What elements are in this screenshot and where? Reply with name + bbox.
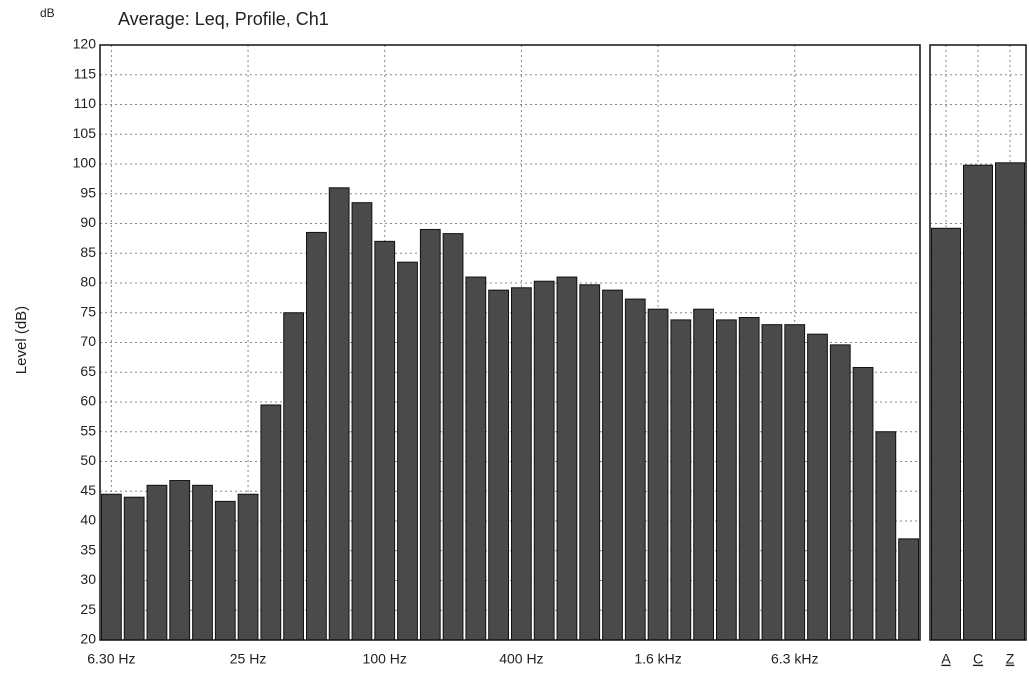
- y-tick-label: 35: [80, 541, 96, 557]
- bar: [192, 484, 213, 641]
- bar: [328, 187, 350, 641]
- y-tick-label: 105: [73, 125, 97, 141]
- bar: [693, 308, 715, 641]
- y-tick-label: 110: [74, 95, 97, 111]
- y-tick-label: 70: [80, 333, 96, 349]
- plot-frame: [99, 44, 921, 641]
- bar: [488, 289, 510, 641]
- y-axis-label: Level (dB): [13, 306, 30, 374]
- bar: [556, 276, 578, 641]
- y-tick-label: 80: [80, 274, 96, 290]
- y-tick-label: 20: [80, 631, 96, 647]
- y-tick-label: 45: [80, 482, 96, 498]
- bar: [963, 164, 993, 641]
- bar: [829, 344, 851, 641]
- bar: [146, 484, 168, 641]
- y-tick-label: 60: [80, 393, 96, 409]
- plot-frame: [929, 44, 1027, 641]
- bar: [624, 298, 646, 641]
- bar: [123, 496, 145, 641]
- bar: [101, 493, 122, 641]
- bar: [374, 240, 396, 641]
- y-tick-label: 40: [80, 512, 96, 528]
- bar: [283, 312, 305, 641]
- bar: [995, 162, 1025, 641]
- x-tick-label: 100 Hz: [363, 651, 407, 667]
- y-tick-label: 115: [74, 65, 97, 81]
- x-tick-label: 6.3 kHz: [771, 651, 818, 667]
- bar: [351, 202, 373, 641]
- x-tick-label: 1.6 kHz: [634, 651, 681, 667]
- bar: [214, 500, 236, 641]
- x-tick-label: 400 Hz: [499, 651, 543, 667]
- chart-title: Average: Leq, Profile, Ch1: [118, 9, 329, 29]
- x-tick-label: Z: [1006, 651, 1015, 667]
- x-tick-label: 25 Hz: [230, 651, 267, 667]
- y-tick-label: 30: [80, 571, 96, 587]
- bar: [602, 289, 623, 641]
- x-tick-label: C: [973, 651, 983, 667]
- bar: [442, 233, 464, 641]
- bar: [931, 227, 961, 641]
- y-tick-label: 120: [73, 36, 97, 52]
- bar: [852, 366, 874, 641]
- y-tick-label: 25: [80, 601, 96, 617]
- bar: [647, 308, 669, 641]
- y-tick-label: 100: [73, 155, 97, 171]
- bar: [670, 319, 692, 641]
- bar: [237, 493, 259, 641]
- unit-label: dB: [40, 6, 55, 20]
- y-tick-label: 55: [80, 422, 96, 438]
- bar: [716, 319, 737, 641]
- bar: [511, 287, 532, 641]
- bar: [807, 333, 828, 641]
- y-tick-label: 50: [80, 452, 96, 468]
- x-tick-label: A: [941, 651, 951, 667]
- bar: [579, 284, 601, 641]
- bar: [465, 276, 487, 641]
- y-tick-label: 90: [80, 214, 96, 230]
- bar: [260, 404, 282, 641]
- bar: [875, 431, 897, 641]
- bar: [169, 480, 191, 641]
- bar: [784, 324, 806, 641]
- x-tick-label: 6.30 Hz: [87, 651, 135, 667]
- bar: [397, 261, 418, 641]
- bar: [738, 317, 760, 641]
- bar: [306, 231, 327, 641]
- bar: [898, 538, 920, 641]
- y-tick-label: 75: [80, 303, 96, 319]
- bar: [761, 324, 783, 641]
- y-tick-label: 65: [80, 363, 96, 379]
- bar: [419, 228, 441, 641]
- bar: [533, 280, 555, 641]
- y-tick-label: 85: [80, 244, 96, 260]
- y-tick-label: 95: [80, 184, 96, 200]
